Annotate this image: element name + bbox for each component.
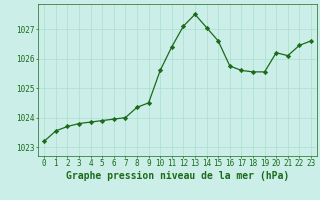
X-axis label: Graphe pression niveau de la mer (hPa): Graphe pression niveau de la mer (hPa) [66,171,289,181]
